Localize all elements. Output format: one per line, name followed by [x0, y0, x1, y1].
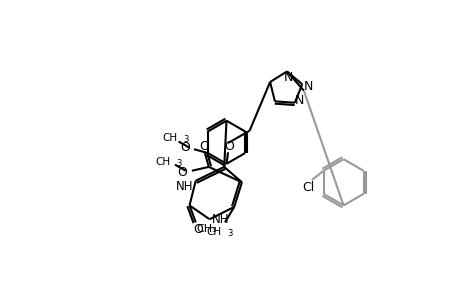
- Text: N: N: [294, 94, 303, 107]
- Text: O: O: [177, 166, 187, 179]
- Text: NH: NH: [211, 213, 229, 226]
- Text: CH: CH: [155, 157, 170, 167]
- Text: N: N: [283, 71, 292, 84]
- Text: N: N: [303, 80, 313, 93]
- Text: O: O: [193, 223, 202, 236]
- Text: O: O: [224, 140, 234, 153]
- Text: CH: CH: [206, 226, 221, 237]
- Text: NH: NH: [176, 180, 193, 194]
- Text: O: O: [199, 140, 209, 153]
- Text: CH: CH: [162, 134, 177, 143]
- Text: 3: 3: [176, 159, 181, 168]
- Text: O: O: [180, 141, 190, 154]
- Text: Cl: Cl: [302, 181, 313, 194]
- Text: 3: 3: [182, 135, 188, 144]
- Text: CH₃: CH₃: [196, 224, 217, 233]
- Text: 3: 3: [227, 229, 233, 238]
